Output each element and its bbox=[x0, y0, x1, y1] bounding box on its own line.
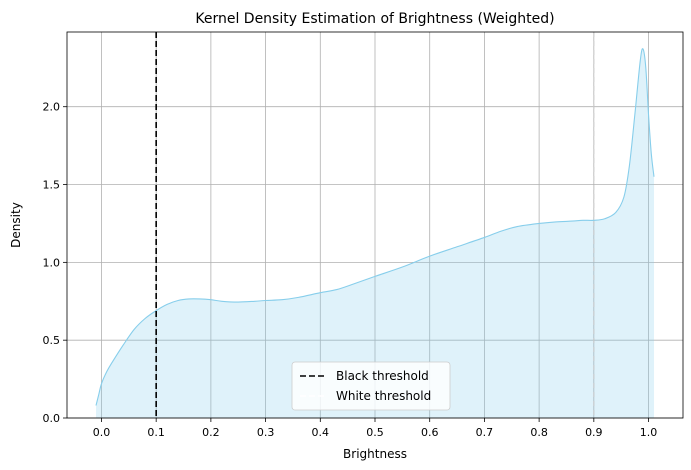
density-line bbox=[95, 48, 655, 406]
x-tick-label: 0.5 bbox=[366, 426, 384, 439]
y-tick-label: 0.5 bbox=[43, 334, 61, 347]
x-tick-label: 0.1 bbox=[147, 426, 165, 439]
x-tick-label: 0.9 bbox=[585, 426, 603, 439]
threshold-lines bbox=[155, 32, 595, 418]
y-tick-label: 1.0 bbox=[43, 256, 61, 269]
x-axis-label: Brightness bbox=[343, 447, 407, 461]
y-tick-label: 2.0 bbox=[43, 101, 61, 114]
x-axis-ticks: 0.0 0.1 0.2 0.3 0.4 0.5 0.6 0.7 0.8 0.9 1.0 bbox=[93, 418, 658, 439]
x-tick-label: 0.4 bbox=[312, 426, 330, 439]
x-tick-label: 0.8 bbox=[530, 426, 548, 439]
legend: Black threshold White threshold bbox=[291, 361, 451, 411]
legend-label: White threshold bbox=[336, 389, 431, 403]
y-axis-ticks: 0.0 0.5 1.0 1.5 2.0 bbox=[43, 101, 67, 425]
x-tick-label: 1.0 bbox=[640, 426, 658, 439]
legend-box bbox=[291, 361, 451, 411]
y-tick-label: 0.0 bbox=[43, 412, 61, 425]
x-tick-label: 0.6 bbox=[421, 426, 439, 439]
x-tick-label: 0.3 bbox=[257, 426, 275, 439]
x-tick-label: 0.0 bbox=[93, 426, 111, 439]
density-fill bbox=[95, 48, 655, 419]
x-tick-label: 0.7 bbox=[476, 426, 494, 439]
legend-label: Black threshold bbox=[336, 369, 429, 383]
density-area bbox=[95, 48, 655, 419]
y-tick-label: 1.5 bbox=[43, 179, 61, 192]
x-tick-label: 0.2 bbox=[202, 426, 220, 439]
chart-title: Kernel Density Estimation of Brightness … bbox=[195, 11, 554, 27]
y-axis-label: Density bbox=[9, 202, 23, 248]
